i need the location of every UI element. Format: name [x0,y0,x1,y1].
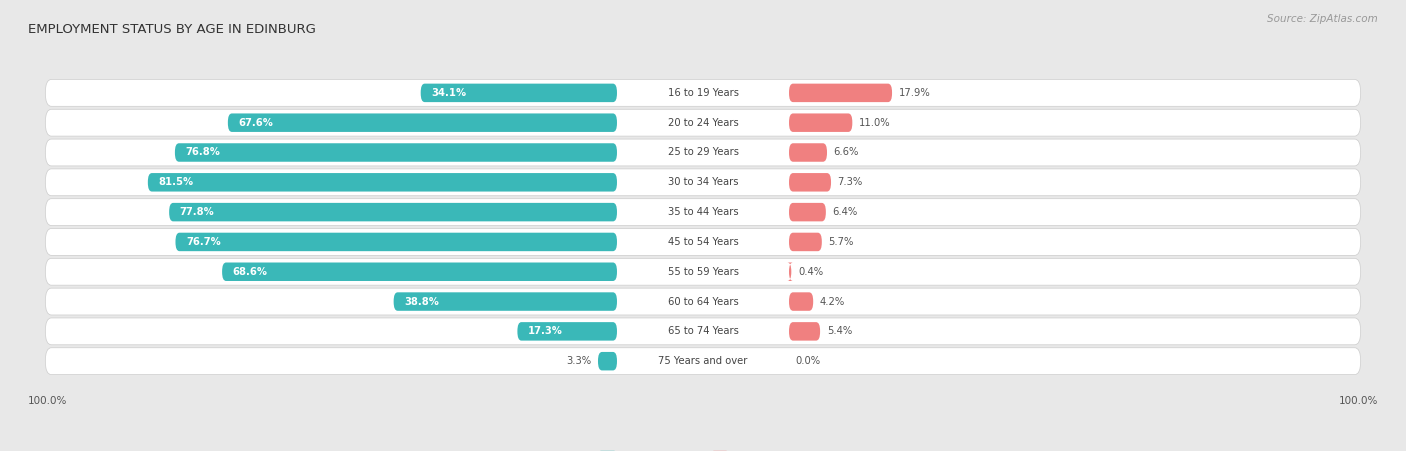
Text: 38.8%: 38.8% [405,297,439,307]
FancyBboxPatch shape [45,139,1361,166]
FancyBboxPatch shape [174,143,617,162]
Text: 67.6%: 67.6% [239,118,273,128]
Text: 100.0%: 100.0% [1339,396,1378,406]
Text: 6.4%: 6.4% [832,207,858,217]
Text: 5.7%: 5.7% [828,237,853,247]
Text: Source: ZipAtlas.com: Source: ZipAtlas.com [1267,14,1378,23]
Text: 60 to 64 Years: 60 to 64 Years [668,297,738,307]
FancyBboxPatch shape [45,169,1361,196]
FancyBboxPatch shape [45,258,1361,285]
FancyBboxPatch shape [45,318,1361,345]
FancyBboxPatch shape [789,292,813,311]
FancyBboxPatch shape [45,109,1361,136]
FancyBboxPatch shape [789,173,831,192]
Text: 68.6%: 68.6% [232,267,267,277]
Text: 0.0%: 0.0% [796,356,821,366]
FancyBboxPatch shape [148,173,617,192]
Text: 17.3%: 17.3% [529,327,562,336]
FancyBboxPatch shape [789,83,891,102]
FancyBboxPatch shape [420,83,617,102]
Text: 6.6%: 6.6% [834,147,859,157]
Text: 77.8%: 77.8% [180,207,215,217]
Text: 25 to 29 Years: 25 to 29 Years [668,147,738,157]
FancyBboxPatch shape [789,233,823,251]
FancyBboxPatch shape [787,262,793,281]
Text: 34.1%: 34.1% [432,88,467,98]
FancyBboxPatch shape [789,114,852,132]
Text: 81.5%: 81.5% [159,177,194,187]
Text: 65 to 74 Years: 65 to 74 Years [668,327,738,336]
Text: 76.8%: 76.8% [186,147,221,157]
FancyBboxPatch shape [789,143,827,162]
FancyBboxPatch shape [45,348,1361,375]
Text: 4.2%: 4.2% [820,297,845,307]
Text: 11.0%: 11.0% [859,118,890,128]
Text: 16 to 19 Years: 16 to 19 Years [668,88,738,98]
FancyBboxPatch shape [789,322,820,341]
FancyBboxPatch shape [45,79,1361,106]
Text: 35 to 44 Years: 35 to 44 Years [668,207,738,217]
FancyBboxPatch shape [228,114,617,132]
Text: 7.3%: 7.3% [838,177,863,187]
Text: 55 to 59 Years: 55 to 59 Years [668,267,738,277]
Text: 45 to 54 Years: 45 to 54 Years [668,237,738,247]
FancyBboxPatch shape [169,203,617,221]
Text: 3.3%: 3.3% [567,356,592,366]
FancyBboxPatch shape [598,352,617,370]
Text: 76.7%: 76.7% [186,237,221,247]
FancyBboxPatch shape [45,288,1361,315]
Text: EMPLOYMENT STATUS BY AGE IN EDINBURG: EMPLOYMENT STATUS BY AGE IN EDINBURG [28,23,316,36]
FancyBboxPatch shape [222,262,617,281]
FancyBboxPatch shape [45,199,1361,226]
Text: 30 to 34 Years: 30 to 34 Years [668,177,738,187]
Text: 20 to 24 Years: 20 to 24 Years [668,118,738,128]
FancyBboxPatch shape [394,292,617,311]
Text: 100.0%: 100.0% [28,396,67,406]
Text: 0.4%: 0.4% [799,267,823,277]
FancyBboxPatch shape [789,203,825,221]
FancyBboxPatch shape [176,233,617,251]
Text: 17.9%: 17.9% [898,88,931,98]
Text: 5.4%: 5.4% [827,327,852,336]
FancyBboxPatch shape [517,322,617,341]
Text: 75 Years and over: 75 Years and over [658,356,748,366]
FancyBboxPatch shape [45,229,1361,255]
